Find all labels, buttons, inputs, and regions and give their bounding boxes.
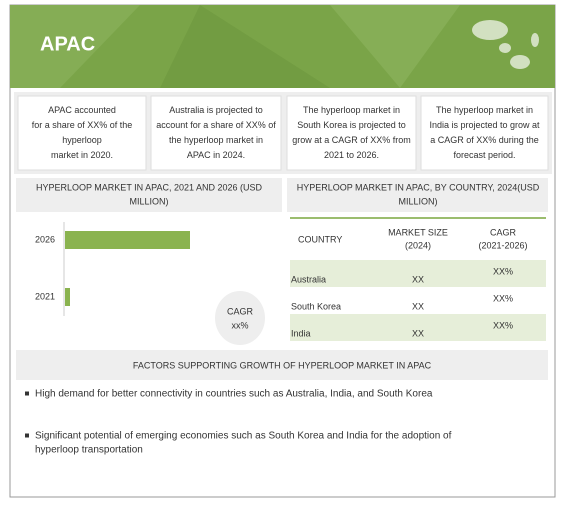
bullet [25,433,29,438]
card [17,95,147,171]
column-header: (2024) [405,240,431,250]
bar [65,288,70,306]
card-text: market in 2020. [51,150,113,160]
factor-text: Significant potential of emerging econom… [35,431,452,442]
cagr-bubble [215,291,265,345]
factors-title: FACTORS SUPPORTING GROWTH OF HYPERLOOP M… [133,360,432,370]
cell: XX% [493,266,513,276]
card-text: the hyperloop market in [169,135,263,145]
column-header: CAGR [490,227,517,237]
chart-title: MILLION) [129,196,168,206]
cell: South Korea [291,301,341,311]
cell: Australia [291,274,326,284]
category-label: 2021 [35,291,55,301]
column-header: MARKET SIZE [388,227,448,237]
pattern [10,5,140,88]
card [150,95,282,171]
table-title: HYPERLOOP MARKET IN APAC, BY COUNTRY, 20… [297,182,540,192]
pattern [160,5,330,88]
card-text: Australia is projected to [169,105,263,115]
card-text: The hyperloop market in [303,105,400,115]
card-text: hyperloop [62,135,102,145]
card-text: APAC accounted [48,105,116,115]
cell: XX% [493,320,513,330]
factor-text: High demand for better connectivity in c… [35,389,433,400]
factors-band [16,350,548,380]
card [420,95,549,171]
column-header: COUNTRY [298,234,342,244]
category-label: 2026 [35,234,55,244]
card [286,95,417,171]
card-text: forecast period. [453,150,515,160]
card-text: for a share of XX% of the [32,120,133,130]
cell: XX [412,301,424,311]
title: APAC [40,33,95,55]
cagr-note: xx% [231,320,248,330]
row-band [290,260,546,287]
cell: XX [412,328,424,338]
cell: XX [412,274,424,284]
card-text: India is projected to grow at [429,120,540,130]
row-band [290,314,546,341]
cell: India [291,328,311,338]
factor-text: hyperloop transportation [35,445,143,456]
card-text: 2021 to 2026. [324,150,379,160]
card-text: South Korea is projected to [297,120,406,130]
bar [65,231,190,249]
card-text: The hyperloop market in [436,105,533,115]
cell: XX% [493,293,513,303]
map-icon [472,20,539,69]
table-title-band [287,178,548,212]
chart-title-band [16,178,282,212]
chart-title: HYPERLOOP MARKET IN APAC, 2021 AND 2026 … [36,182,263,192]
pattern [330,5,460,88]
card-text: a CAGR of XX% during the [430,135,539,145]
bullet [25,391,29,396]
card-text: account for a share of XX% of [156,120,276,130]
table-title: MILLION) [398,196,437,206]
card-text: APAC in 2024. [187,150,245,160]
cagr-note: CAGR [227,306,254,316]
card-text: grow at a CAGR of XX% from [292,135,411,145]
column-header: (2021-2026) [478,240,527,250]
